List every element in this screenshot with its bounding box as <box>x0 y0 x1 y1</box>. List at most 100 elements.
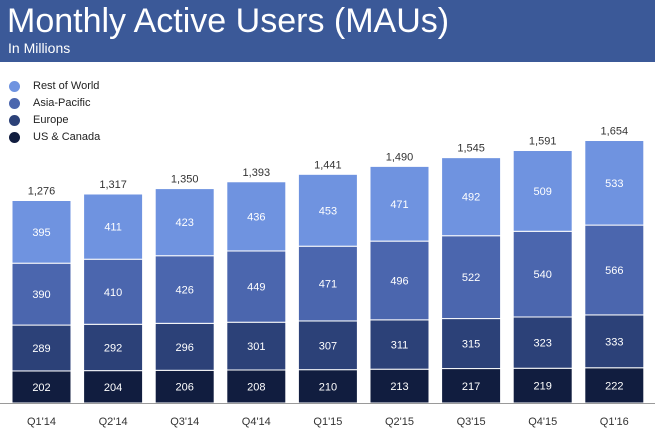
data-label: 426 <box>176 285 194 297</box>
legend-swatch <box>9 81 20 92</box>
legend-item-rest-of-world: Rest of World <box>9 78 139 95</box>
data-label: 436 <box>247 211 265 223</box>
bar-segment <box>584 314 645 369</box>
data-label: 423 <box>176 217 194 229</box>
total-label: 1,545 <box>457 143 485 155</box>
bar-segment <box>297 173 358 247</box>
total-label: 1,490 <box>386 151 414 163</box>
bar-segment <box>83 370 144 404</box>
page-title: Monthly Active Users (MAUs) <box>7 2 450 40</box>
data-label: 289 <box>32 343 50 355</box>
legend-item-us-canada: US & Canada <box>9 129 139 146</box>
bar-segment <box>11 199 72 264</box>
bar-segment <box>226 181 287 252</box>
x-tick-label: Q4'14 <box>242 416 271 428</box>
chart-legend: Rest of World Asia-Pacific Europe US & C… <box>9 78 139 146</box>
legend-label: Asia-Pacific <box>33 97 91 109</box>
total-label: 1,276 <box>28 185 56 197</box>
bar-segment <box>226 250 287 323</box>
header-banner: Monthly Active Users (MAUs) In Millions <box>0 0 655 62</box>
bar-segment <box>83 323 144 372</box>
data-label: 390 <box>32 289 50 301</box>
data-label: 208 <box>247 381 265 393</box>
bar-segment <box>154 188 215 257</box>
data-label: 219 <box>534 381 552 393</box>
data-label: 296 <box>176 342 194 354</box>
bar-segment <box>441 318 502 370</box>
x-tick-label: Q2'14 <box>99 416 128 428</box>
total-label: 1,591 <box>529 136 557 148</box>
bar-segment <box>11 262 72 326</box>
legend-label: Europe <box>33 114 69 126</box>
bar-segment <box>369 240 430 321</box>
x-tick-label: Q2'15 <box>385 416 414 428</box>
total-label: 1,317 <box>99 179 127 191</box>
legend-label: US & Canada <box>33 131 101 143</box>
bar-segment <box>83 193 144 260</box>
bar-segment <box>154 255 215 324</box>
data-label: 292 <box>104 342 122 354</box>
data-label: 222 <box>605 380 623 392</box>
data-label: 395 <box>32 227 50 239</box>
legend-swatch <box>9 115 20 126</box>
bar-segment <box>441 157 502 237</box>
data-label: 509 <box>534 186 552 198</box>
total-label: 1,654 <box>601 126 629 138</box>
total-label: 1,393 <box>243 167 271 179</box>
bar-segment <box>297 320 358 371</box>
legend-swatch <box>9 98 20 109</box>
x-tick-label: Q3'14 <box>170 416 199 428</box>
bar-segment <box>226 369 287 404</box>
data-label: 307 <box>319 340 337 352</box>
bar-segment <box>297 245 358 322</box>
page-subtitle: In Millions <box>8 40 71 56</box>
bar-segment <box>512 150 573 232</box>
data-label: 471 <box>390 199 408 211</box>
bar-segment <box>369 165 430 242</box>
bar-segment <box>369 368 430 404</box>
bar-segment <box>154 369 215 404</box>
data-label: 333 <box>605 336 623 348</box>
legend-item-asia-pacific: Asia-Pacific <box>9 95 139 112</box>
bar-segment <box>584 224 645 316</box>
bar-segment <box>369 319 430 370</box>
bar-segment <box>83 258 144 325</box>
data-label: 213 <box>390 381 408 393</box>
data-label: 453 <box>319 205 337 217</box>
bar-segment <box>584 140 645 226</box>
data-label: 410 <box>104 287 122 299</box>
data-label: 533 <box>605 178 623 190</box>
data-label: 449 <box>247 282 265 294</box>
data-label: 471 <box>319 279 337 291</box>
legend-swatch <box>9 132 20 143</box>
total-label: 1,441 <box>314 159 342 171</box>
x-tick-label: Q1'15 <box>313 416 342 428</box>
data-label: 206 <box>176 382 194 394</box>
bar-segment <box>11 324 72 372</box>
data-label: 217 <box>462 381 480 393</box>
bar-segment <box>11 370 72 404</box>
bar-segment <box>154 322 215 371</box>
data-label: 566 <box>605 265 623 277</box>
bar-segment <box>226 321 287 371</box>
data-label: 411 <box>104 222 122 234</box>
data-label: 315 <box>462 339 480 351</box>
data-label: 204 <box>104 382 122 394</box>
legend-label: Rest of World <box>33 80 100 92</box>
data-label: 202 <box>32 382 50 394</box>
x-tick-label: Q1'16 <box>600 416 629 428</box>
total-label: 1,350 <box>171 174 199 186</box>
data-label: 496 <box>390 275 408 287</box>
bar-segment <box>441 235 502 320</box>
x-tick-label: Q1'14 <box>27 416 56 428</box>
data-label: 540 <box>534 269 552 281</box>
data-label: 492 <box>462 192 480 204</box>
x-tick-label: Q4'15 <box>528 416 557 428</box>
data-label: 323 <box>534 338 552 350</box>
data-label: 522 <box>462 272 480 284</box>
data-label: 210 <box>319 381 337 393</box>
legend-item-europe: Europe <box>9 112 139 129</box>
data-label: 311 <box>391 340 409 352</box>
x-tick-label: Q3'15 <box>457 416 486 428</box>
